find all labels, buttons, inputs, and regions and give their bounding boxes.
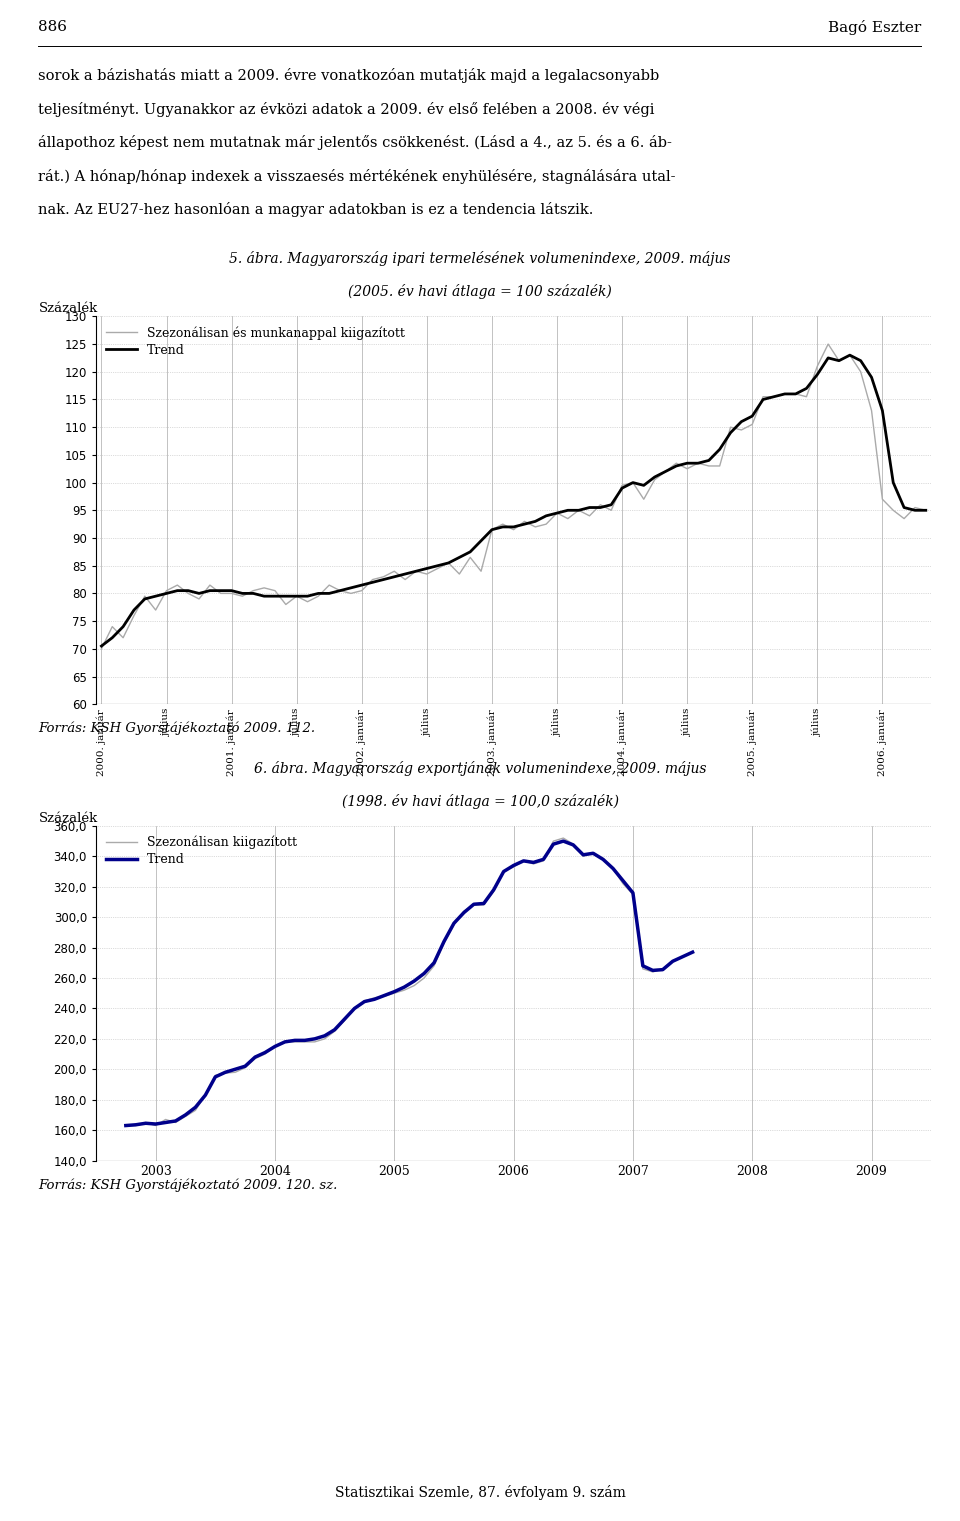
Text: 6. ábra. Magyarország exportjának volumenindexe, 2009. május: 6. ábra. Magyarország exportjának volume… bbox=[253, 760, 707, 776]
Text: teljesítményt. Ugyanakkor az évközi adatok a 2009. év első felében a 2008. év vé: teljesítményt. Ugyanakkor az évközi adat… bbox=[38, 102, 655, 117]
Text: 886: 886 bbox=[38, 20, 67, 35]
Text: állapothoz képest nem mutatnak már jelentős csökkenést. (Lásd a 4., az 5. és a 6: állapothoz képest nem mutatnak már jelen… bbox=[38, 135, 672, 151]
Text: Bagó Eszter: Bagó Eszter bbox=[828, 20, 922, 35]
Text: (1998. év havi átlaga = 100,0 százalék): (1998. év havi átlaga = 100,0 százalék) bbox=[342, 794, 618, 809]
Text: Statisztikai Szemle, 87. évfolyam 9. szám: Statisztikai Szemle, 87. évfolyam 9. szá… bbox=[335, 1484, 625, 1500]
Text: Forrás: KSH Gyorstájékoztató 2009. 112.: Forrás: KSH Gyorstájékoztató 2009. 112. bbox=[38, 722, 316, 735]
Text: Százalék: Százalék bbox=[38, 303, 98, 315]
Legend: Szezonálisan és munkanappal kiigazított, Trend: Szezonálisan és munkanappal kiigazított,… bbox=[103, 322, 409, 360]
Legend: Szezonálisan kiigazított, Trend: Szezonálisan kiigazított, Trend bbox=[103, 832, 301, 870]
Text: sorok a bázishatás miatt a 2009. évre vonatkozóan mutatják majd a legalacsonyabb: sorok a bázishatás miatt a 2009. évre vo… bbox=[38, 68, 660, 84]
Text: (2005. év havi átlaga = 100 százalék): (2005. év havi átlaga = 100 százalék) bbox=[348, 284, 612, 300]
Text: 5. ábra. Magyarország ipari termelésének volumenindexe, 2009. május: 5. ábra. Magyarország ipari termelésének… bbox=[229, 251, 731, 266]
Text: Százalék: Százalék bbox=[38, 812, 98, 824]
Text: Forrás: KSH Gyorstájékoztató 2009. 120. sz.: Forrás: KSH Gyorstájékoztató 2009. 120. … bbox=[38, 1179, 338, 1191]
Text: rát.) A hónap/hónap indexek a visszaesés mértékének enyhülésére, stagnálására ut: rát.) A hónap/hónap indexek a visszaesés… bbox=[38, 169, 676, 184]
Text: nak. Az EU27-hez hasonlóan a magyar adatokban is ez a tendencia látszik.: nak. Az EU27-hez hasonlóan a magyar adat… bbox=[38, 202, 594, 218]
